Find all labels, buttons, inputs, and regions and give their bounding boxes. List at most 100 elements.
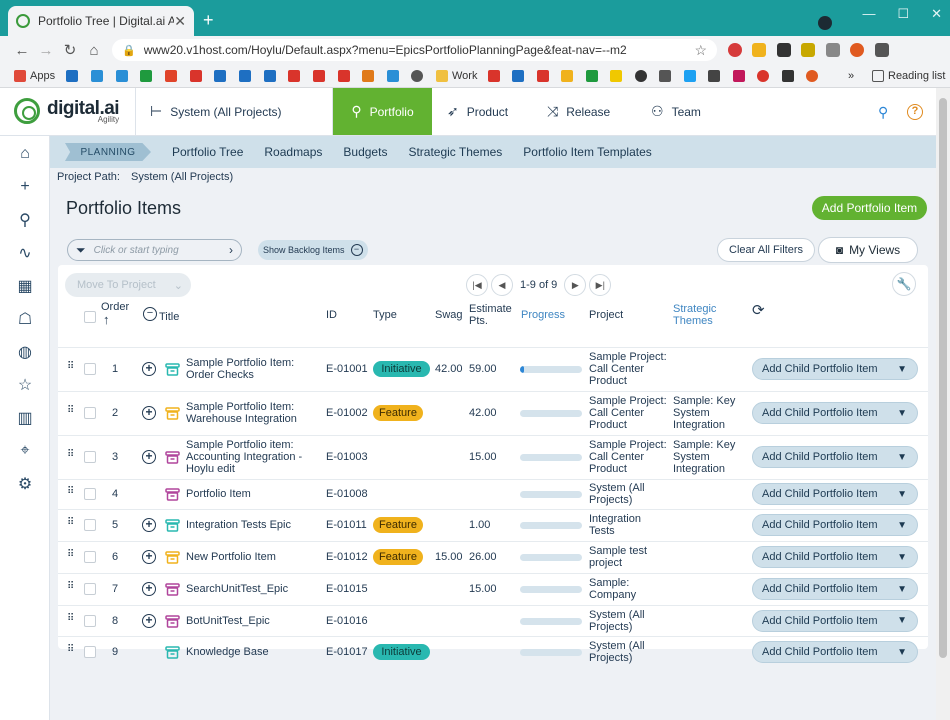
help-icon[interactable]: ? xyxy=(907,104,923,120)
bookmark-icon[interactable] xyxy=(91,70,103,82)
expand-row-icon[interactable]: + xyxy=(142,518,156,532)
add-child-portfolio-item-button[interactable]: Add Child Portfolio Item ▼ xyxy=(752,358,918,380)
reading-list[interactable]: Reading list xyxy=(872,69,945,83)
add-icon[interactable]: + xyxy=(20,178,30,195)
page-scrollbar[interactable] xyxy=(936,88,950,720)
row-project[interactable]: Sample Project: Call Center Product xyxy=(589,439,667,475)
nav-tab-team[interactable]: ⚇ Team xyxy=(651,103,701,119)
drag-handle-icon[interactable]: ⠿ xyxy=(67,361,74,372)
row-checkbox[interactable] xyxy=(84,583,96,595)
table-row[interactable]: ⠿ 6 + New Portfolio Item E-01012 Feature 15.00… xyxy=(58,541,928,573)
extension-icon[interactable] xyxy=(826,43,840,57)
nav-tab-portfolio[interactable]: ⚲ Portfolio xyxy=(333,88,432,135)
row-title[interactable]: Sample Portfolio item: Accounting Integr… xyxy=(186,439,303,475)
chevron-down-icon[interactable]: ▼ xyxy=(897,646,907,658)
scrollbar-thumb[interactable] xyxy=(939,98,947,658)
row-project[interactable]: Sample Project: Call Center Product xyxy=(589,351,667,387)
select-all-checkbox[interactable] xyxy=(84,311,96,323)
chevron-right-icon[interactable]: › xyxy=(229,243,233,257)
expand-row-icon[interactable]: + xyxy=(142,450,156,464)
bookmark-icon[interactable] xyxy=(116,70,128,82)
header-progress[interactable]: Progress xyxy=(521,309,566,321)
table-row[interactable]: ⠿ 4 Portfolio Item E-01008 System (All Proje… xyxy=(58,479,928,509)
bookmark-icon[interactable] xyxy=(586,70,598,82)
subnav-strategic-themes[interactable]: Strategic Themes xyxy=(408,145,503,159)
header-type[interactable]: Type xyxy=(373,309,397,321)
row-title[interactable]: New Portfolio Item xyxy=(186,551,276,563)
nav-tab-release[interactable]: ⤨ Release xyxy=(547,103,611,119)
back-icon[interactable]: ← xyxy=(14,41,30,59)
row-strategic-themes[interactable]: Sample: Key System Integration xyxy=(673,439,736,475)
extension-icon[interactable] xyxy=(752,43,766,57)
row-checkbox[interactable] xyxy=(84,407,96,419)
bookmark-icon[interactable] xyxy=(411,70,423,82)
table-row[interactable]: ⠿ 8 + BotUnitTest_Epic E-01016 System (All Pr… xyxy=(58,605,928,636)
bookmark-icon[interactable] xyxy=(387,70,399,82)
header-estimate[interactable]: Estimate Pts. xyxy=(469,303,512,327)
reload-icon[interactable]: ↻ xyxy=(63,42,77,59)
chevron-down-icon[interactable]: ▼ xyxy=(897,451,907,463)
bookmark-icon[interactable] xyxy=(782,70,794,82)
row-checkbox[interactable] xyxy=(84,646,96,658)
row-checkbox[interactable] xyxy=(84,451,96,463)
row-strategic-themes[interactable]: Sample: Key System Integration xyxy=(673,395,736,431)
bookmark-icon[interactable] xyxy=(165,70,177,82)
forward-icon[interactable]: → xyxy=(38,41,54,59)
row-title[interactable]: Portfolio Item xyxy=(186,488,251,500)
chevron-down-icon[interactable]: ▼ xyxy=(897,551,907,563)
work-bookmark-folder[interactable]: Work xyxy=(436,69,477,83)
conversations-icon[interactable]: ☖ xyxy=(17,311,33,328)
favorites-star-icon[interactable]: ☆ xyxy=(17,377,33,394)
chevron-down-icon[interactable]: ▼ xyxy=(897,407,907,419)
bookmark-icon[interactable] xyxy=(190,70,202,82)
row-project[interactable]: System (All Projects) xyxy=(589,640,645,664)
drag-handle-icon[interactable]: ⠿ xyxy=(67,405,74,416)
drag-handle-icon[interactable]: ⠿ xyxy=(67,644,74,655)
row-checkbox[interactable] xyxy=(84,614,96,627)
clear-all-filters-button[interactable]: Clear All Filters xyxy=(717,238,815,262)
add-child-portfolio-item-button[interactable]: Add Child Portfolio Item ▼ xyxy=(752,483,918,505)
drag-handle-icon[interactable]: ⠿ xyxy=(67,517,74,528)
project-scope-selector[interactable]: ⊢ System (All Projects) xyxy=(135,88,333,135)
bookmark-icon[interactable] xyxy=(66,70,78,82)
extension-icon[interactable] xyxy=(728,43,742,57)
sort-asc-arrow-icon[interactable]: ↑ xyxy=(103,312,110,327)
row-checkbox[interactable] xyxy=(84,519,96,531)
expand-row-icon[interactable]: + xyxy=(142,362,156,376)
bookmark-icon[interactable] xyxy=(806,70,818,82)
row-id[interactable]: E-01003 xyxy=(326,451,368,463)
header-swag[interactable]: Swag xyxy=(435,309,463,321)
collapse-all-icon[interactable]: − xyxy=(143,307,157,321)
bookmark-icon[interactable] xyxy=(362,70,374,82)
close-tab-icon[interactable]: ✕ xyxy=(174,12,186,29)
planning-crumb[interactable]: PLANNING xyxy=(65,143,151,161)
search-icon[interactable]: ⚲ xyxy=(19,212,31,229)
row-id[interactable]: E-01015 xyxy=(326,583,368,595)
refresh-icon[interactable]: ⟳ xyxy=(752,302,765,319)
location-icon[interactable]: ⌖ xyxy=(20,442,30,459)
activity-icon[interactable]: ∿ xyxy=(18,245,32,262)
grid-settings-wrench-icon[interactable]: 🔧 xyxy=(892,272,916,296)
add-portfolio-item-button[interactable]: Add Portfolio Item xyxy=(812,196,927,220)
maximize-icon[interactable]: ☐ xyxy=(897,6,910,21)
subnav-portfolio-tree[interactable]: Portfolio Tree xyxy=(172,145,244,159)
add-child-portfolio-item-button[interactable]: Add Child Portfolio Item ▼ xyxy=(752,578,918,600)
home-icon[interactable]: ⌂ xyxy=(89,41,99,59)
row-title[interactable]: SearchUnitTest_Epic xyxy=(186,583,289,595)
bookmark-icon[interactable] xyxy=(239,70,251,82)
row-project[interactable]: Sample: Company xyxy=(589,577,637,601)
header-order[interactable]: Order xyxy=(101,301,130,313)
last-page-icon[interactable]: ▶| xyxy=(589,274,612,296)
extension-icon[interactable] xyxy=(777,43,791,57)
user-profile-icon[interactable]: ⚲ xyxy=(878,104,889,120)
bookmark-icon[interactable] xyxy=(264,70,276,82)
row-checkbox[interactable] xyxy=(84,488,96,500)
row-project[interactable]: System (All Projects) xyxy=(589,608,645,633)
header-id[interactable]: ID xyxy=(326,309,337,321)
bookmark-icon[interactable] xyxy=(488,70,500,82)
add-child-portfolio-item-button[interactable]: Add Child Portfolio Item ▼ xyxy=(752,514,918,536)
globe-icon[interactable]: ◍ xyxy=(18,344,32,361)
remove-filter-icon[interactable]: − xyxy=(350,244,363,256)
add-child-portfolio-item-button[interactable]: Add Child Portfolio Item ▼ xyxy=(752,402,918,424)
apps-bookmark[interactable]: Apps xyxy=(14,69,55,83)
